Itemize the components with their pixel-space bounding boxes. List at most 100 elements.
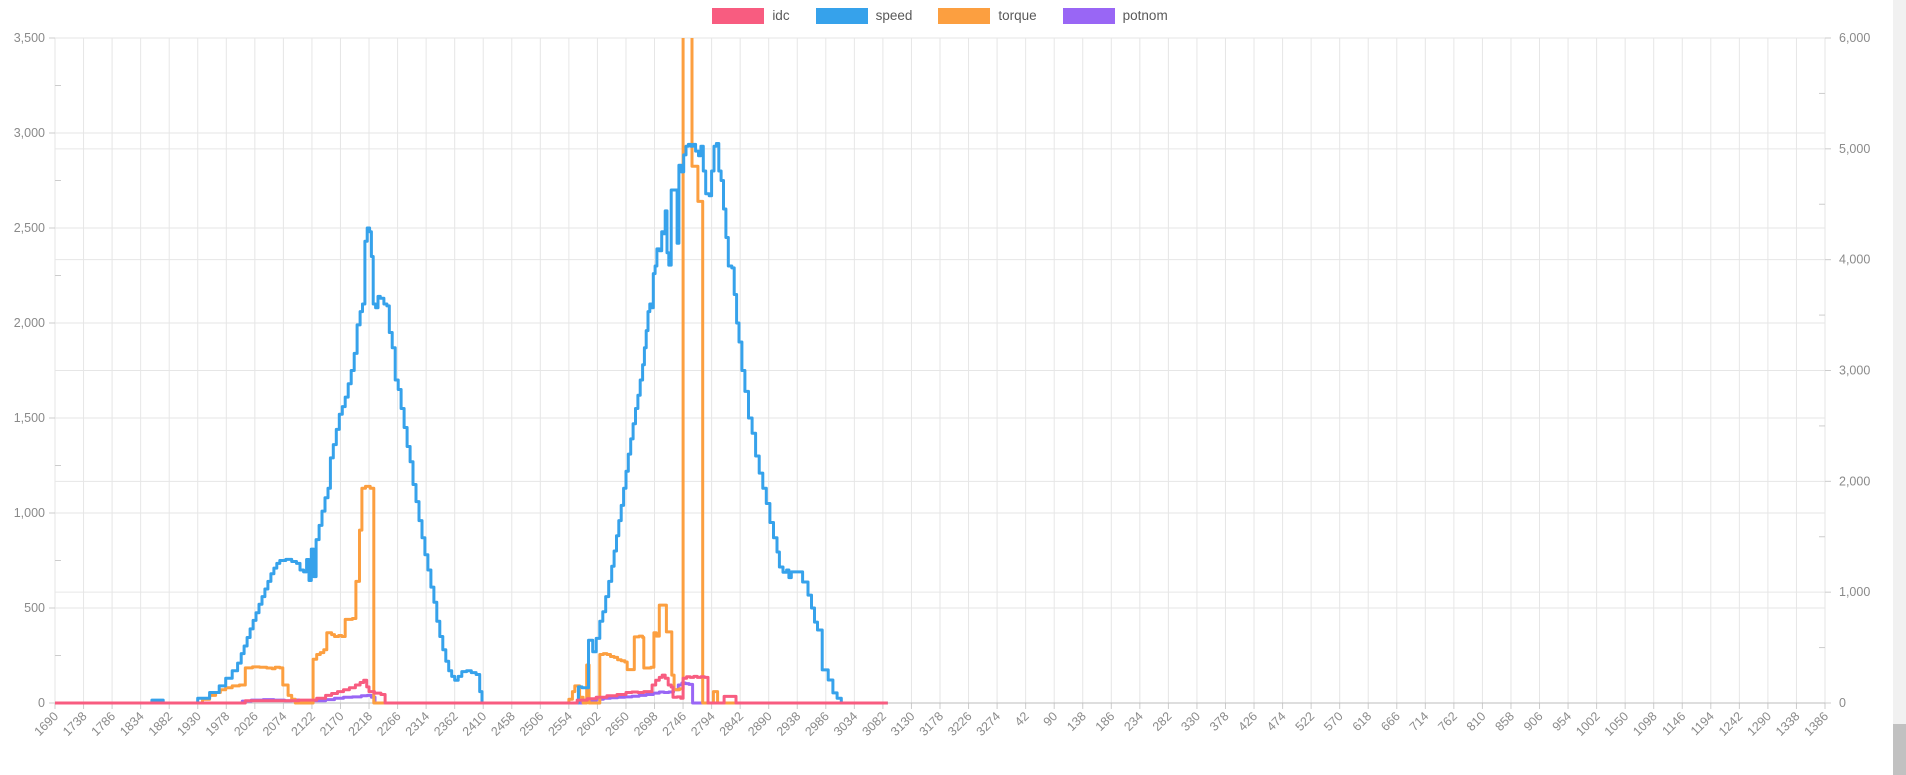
legend-label-torque: torque (998, 8, 1037, 23)
left-axis-tick-label: 1,500 (14, 411, 45, 425)
x-axis-tick-label: 906 (1521, 709, 1546, 734)
x-axis-tick-label: 810 (1464, 709, 1489, 734)
x-axis-tick-label: 2794 (688, 709, 718, 739)
series-line-torque[interactable] (55, 10, 888, 705)
x-axis-tick-label: 1786 (89, 709, 119, 739)
x-axis-tick-label: 2842 (717, 709, 747, 739)
scrollbar-thumb[interactable] (1893, 724, 1906, 775)
x-axis-tick-label: 186 (1093, 709, 1118, 734)
series-lines (55, 10, 888, 705)
x-axis-tick-label: 2026 (231, 709, 261, 739)
x-axis-tick-label: 2410 (460, 709, 490, 739)
x-axis-tick-label: 42 (1012, 709, 1032, 729)
x-axis-tick-label: 762 (1435, 709, 1460, 734)
x-axis-tick-label: 3082 (859, 709, 889, 739)
x-axis-tick-label: 2746 (660, 709, 690, 739)
x-axis-tick-label: 714 (1407, 709, 1432, 734)
series-line-potnom[interactable] (55, 681, 888, 705)
x-axis-tick-label: 3178 (917, 709, 947, 739)
x-axis-tick-label: 1050 (1602, 709, 1632, 739)
x-axis-tick-label: 1290 (1744, 709, 1774, 739)
left-axis-tick-label: 1,000 (14, 506, 45, 520)
legend-label-idc: idc (772, 8, 790, 23)
x-axis-tick-label: 1242 (1716, 709, 1746, 739)
x-axis-tick-label: 858 (1492, 709, 1517, 734)
x-axis-tick-label: 1978 (203, 709, 233, 739)
x-axis-tick-label: 2698 (631, 709, 661, 739)
x-axis-tick-label: 378 (1207, 709, 1232, 734)
x-axis-tick-label: 666 (1378, 709, 1403, 734)
right-axis-tick-label: 4,000 (1839, 253, 1870, 267)
legend-item-potnom[interactable]: potnom (1062, 8, 1168, 24)
legend-label-potnom: potnom (1122, 8, 1168, 23)
x-axis-tick-label: 1146 (1659, 709, 1688, 738)
x-axis-tick-label: 522 (1293, 709, 1318, 734)
x-axis-tick-label: 618 (1350, 709, 1375, 734)
right-axis-tick-label: 5,000 (1839, 142, 1870, 156)
left-axis-tick-label: 500 (24, 601, 45, 615)
right-axis-tick-label: 2,000 (1839, 474, 1870, 488)
left-axis-tick-label: 2,000 (14, 316, 45, 330)
vertical-scrollbar[interactable] (1893, 0, 1906, 775)
x-axis-tick-label: 1834 (117, 709, 147, 739)
x-axis-tick-label: 2938 (774, 709, 804, 739)
x-axis-tick-label: 2650 (603, 709, 633, 739)
x-axis-tick-label: 2218 (346, 709, 376, 739)
x-axis-tick-label: 2074 (260, 709, 290, 739)
x-axis-tick-label: 90 (1041, 709, 1061, 729)
torque-swatch (938, 8, 991, 24)
x-axis-tick-label: 954 (1550, 709, 1575, 734)
x-axis-tick-label: 282 (1150, 709, 1175, 734)
x-axis-tick-label: 2602 (574, 709, 604, 739)
x-axis-tick-label: 138 (1064, 709, 1089, 734)
axis-labels: 0 500 1,000 1,500 2,000 2,500 3,000 3,500 0 1,000… (14, 31, 1871, 739)
series-line-idc[interactable] (55, 673, 888, 705)
x-axis-tick-label: 3274 (974, 709, 1004, 739)
x-axis-tick-label: 3226 (945, 709, 975, 739)
chart-legend: idc speed torque potnom (0, 8, 1880, 24)
x-axis-tick-label: 1882 (146, 709, 176, 739)
grid-lines (49, 37, 1831, 709)
right-axis-tick-label: 3,000 (1839, 364, 1870, 378)
x-axis-tick-label: 1002 (1573, 709, 1603, 739)
x-axis-tick-label: 2986 (802, 709, 832, 739)
left-axis-tick-label: 3,000 (14, 126, 45, 140)
legend-item-torque[interactable]: torque (938, 8, 1037, 24)
right-axis-tick-label: 0 (1839, 696, 1846, 710)
speed-swatch (815, 8, 868, 24)
x-axis-tick-label: 1690 (32, 709, 62, 739)
x-axis-tick-label: 330 (1178, 709, 1203, 734)
x-axis-tick-label: 1194 (1688, 709, 1717, 738)
potnom-swatch (1062, 8, 1115, 24)
x-axis-tick-label: 1098 (1630, 709, 1660, 739)
legend-label-speed: speed (875, 8, 913, 23)
x-axis-tick-label: 2554 (545, 709, 575, 739)
x-axis-tick-label: 2506 (517, 709, 547, 739)
left-axis-tick-label: 3,500 (14, 31, 45, 45)
x-axis-tick-label: 2266 (374, 709, 404, 739)
x-axis-tick-label: 1930 (174, 709, 204, 739)
x-axis-tick-label: 1338 (1773, 709, 1803, 739)
idc-swatch (712, 8, 765, 24)
x-axis-tick-label: 2122 (288, 709, 318, 739)
left-axis-tick-label: 0 (38, 696, 45, 710)
right-axis-tick-label: 6,000 (1839, 31, 1870, 45)
x-axis-tick-label: 2890 (745, 709, 775, 739)
x-axis-tick-label: 2458 (488, 709, 518, 739)
series-line-speed[interactable] (55, 142, 888, 705)
x-axis-tick-label: 1738 (60, 709, 90, 739)
right-axis-tick-label: 1,000 (1839, 585, 1870, 599)
legend-item-speed[interactable]: speed (815, 8, 913, 24)
x-axis-tick-label: 234 (1121, 709, 1146, 734)
x-axis-tick-label: 2362 (431, 709, 461, 739)
x-axis-tick-label: 474 (1264, 709, 1289, 734)
x-axis-tick-label: 570 (1321, 709, 1346, 734)
x-axis-tick-label: 2170 (317, 709, 347, 739)
x-axis-tick-label: 3130 (888, 709, 918, 739)
x-axis-tick-label: 2314 (403, 709, 433, 739)
legend-item-idc[interactable]: idc (712, 8, 790, 24)
x-axis-tick-label: 426 (1236, 709, 1261, 734)
